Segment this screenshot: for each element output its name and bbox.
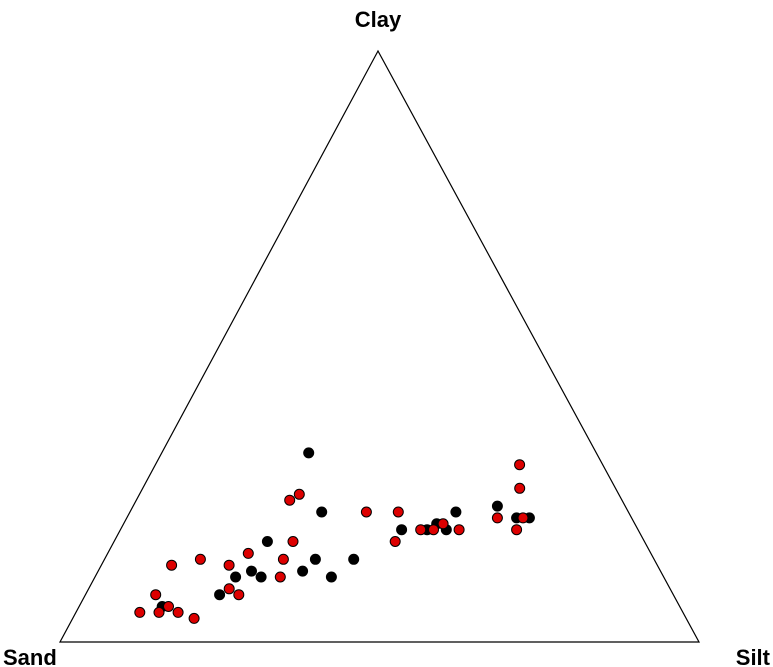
data-point xyxy=(242,547,254,559)
data-point xyxy=(316,506,328,518)
data-point xyxy=(514,482,526,494)
data-point xyxy=(188,612,200,624)
data-point xyxy=(166,559,178,571)
data-point xyxy=(491,512,503,524)
data-point xyxy=(415,524,427,536)
vertex-label-silt: Silt xyxy=(736,645,771,667)
data-point xyxy=(134,606,146,618)
data-point xyxy=(389,536,401,547)
vertex-label-sand: Sand xyxy=(3,645,57,667)
data-point xyxy=(223,559,235,571)
data-point xyxy=(517,512,529,524)
data-point xyxy=(514,459,526,471)
data-point xyxy=(297,565,309,577)
data-point xyxy=(150,589,162,601)
data-point xyxy=(284,494,296,506)
data-point xyxy=(230,571,242,583)
data-point xyxy=(450,506,462,518)
ternary-triangle xyxy=(58,49,701,643)
data-point xyxy=(233,589,245,601)
data-point xyxy=(172,606,184,618)
data-point xyxy=(287,536,299,547)
data-point xyxy=(428,524,439,536)
data-point xyxy=(437,518,449,530)
data-point xyxy=(511,524,523,536)
data-point xyxy=(348,553,360,565)
data-point xyxy=(392,506,404,518)
points-layer xyxy=(134,447,535,624)
data-point xyxy=(163,601,174,612)
data-point xyxy=(360,506,372,518)
data-point xyxy=(274,571,286,583)
data-point xyxy=(309,553,321,565)
data-point xyxy=(194,553,206,565)
data-point xyxy=(261,536,273,547)
data-point xyxy=(453,524,465,536)
data-point xyxy=(293,488,305,500)
data-point xyxy=(396,524,408,536)
data-point xyxy=(255,571,267,583)
data-point xyxy=(246,565,257,577)
data-point xyxy=(325,571,337,583)
data-point xyxy=(153,606,165,618)
data-point xyxy=(223,583,235,595)
data-point xyxy=(277,553,289,565)
data-point xyxy=(214,589,226,601)
data-point xyxy=(303,447,315,459)
vertex-label-clay: Clay xyxy=(355,7,402,32)
data-point xyxy=(491,500,503,512)
